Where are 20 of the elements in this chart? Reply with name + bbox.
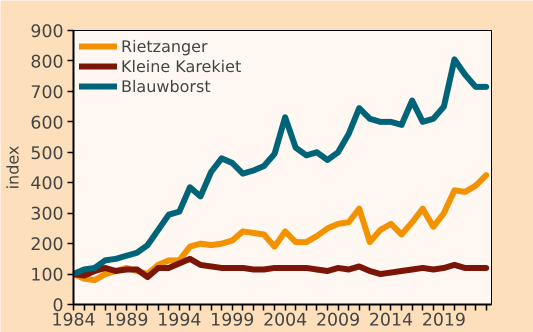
x-tick-label: 2014 <box>368 310 414 330</box>
x-tick-label: 1999 <box>210 310 254 330</box>
y-tick-label: 500 <box>30 144 64 164</box>
x-tick-label: 2009 <box>316 310 360 330</box>
y-tick-label: 700 <box>30 82 64 103</box>
legend-label: Rietzanger <box>121 36 208 56</box>
y-tick-label: 900 <box>30 22 64 42</box>
y-axis-title: index <box>3 146 22 190</box>
x-tick-label: 1989 <box>104 310 148 330</box>
legend-label: Kleine Karekiet <box>121 56 242 76</box>
y-tick-label: 400 <box>30 174 64 194</box>
x-tick-label: 2019 <box>422 310 466 330</box>
y-tick-label: 100 <box>30 266 64 286</box>
legend-label: Blauwborst <box>121 76 211 96</box>
y-tick-label: 300 <box>30 204 64 225</box>
y-tick-label: 200 <box>30 235 64 256</box>
x-tick-label: 2004 <box>263 310 308 330</box>
y-tick-label: 800 <box>30 52 64 72</box>
x-tick-label: 1994 <box>157 310 202 330</box>
y-tick-label: 600 <box>30 113 64 134</box>
